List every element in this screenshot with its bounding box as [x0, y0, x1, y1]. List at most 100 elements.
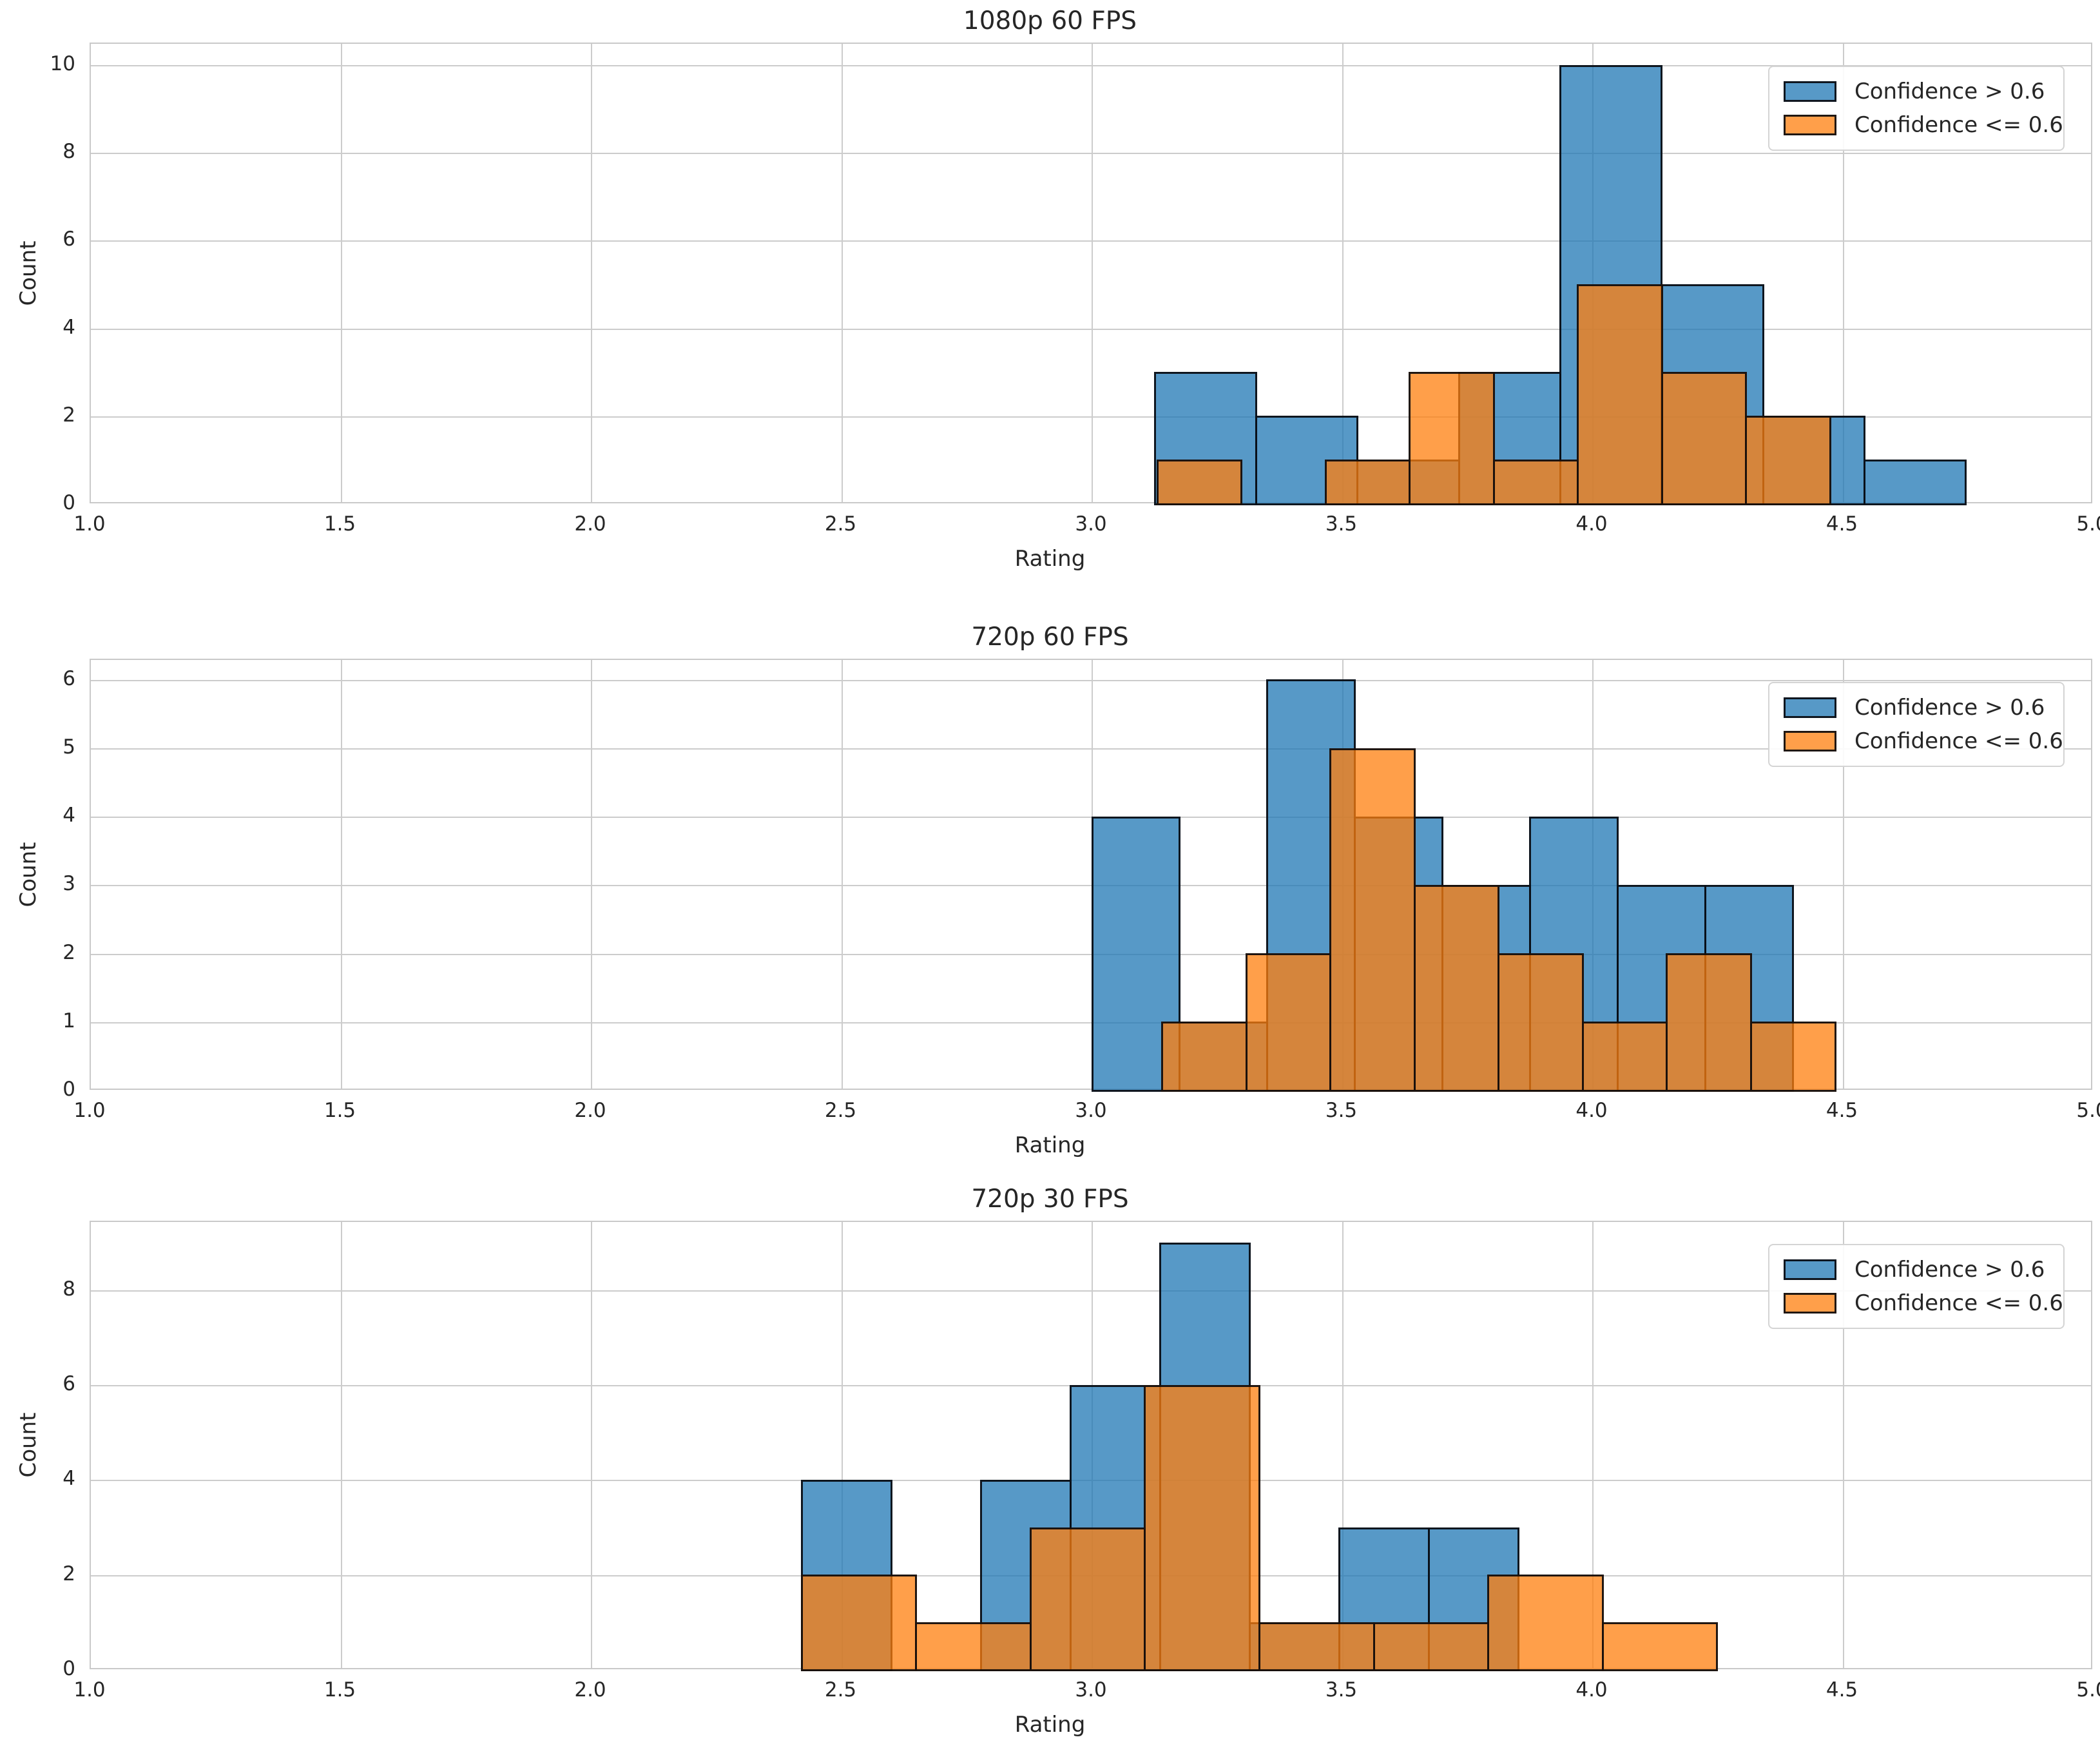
- y-axis-label: Count: [15, 240, 41, 305]
- histogram-bar-confidence-gt-0.6: [980, 1479, 1072, 1672]
- chart-title: 720p 60 FPS: [971, 623, 1129, 652]
- histogram-bar-confidence-gt-0.6: [1255, 416, 1359, 506]
- x-tick-label: 3.0: [1075, 1099, 1107, 1122]
- x-gridline: [340, 44, 342, 502]
- legend-swatch-orange: [1784, 1293, 1836, 1314]
- y-tick-label: 2: [63, 403, 75, 427]
- x-tick-label: 2.5: [824, 512, 857, 536]
- x-tick-label: 1.0: [73, 1099, 106, 1122]
- x-tick-label: 3.5: [1325, 512, 1358, 536]
- histogram-bar-confidence-le-0.6: [1581, 1022, 1668, 1092]
- x-tick-label: 3.0: [1075, 512, 1107, 536]
- histogram-bar-confidence-le-0.6: [1245, 953, 1332, 1092]
- plot-area: [90, 659, 2092, 1092]
- x-tick-label: 3.5: [1325, 1678, 1358, 1702]
- histogram-bar-confidence-le-0.6: [1661, 372, 1748, 506]
- y-gridline: [91, 953, 2091, 955]
- legend-item: Confidence <= 0.6: [1769, 724, 2063, 758]
- x-tick-label: 5.0: [2076, 1099, 2100, 1122]
- legend-item-label: Confidence > 0.6: [1854, 695, 2045, 721]
- histogram-bar-confidence-le-0.6: [1029, 1527, 1146, 1672]
- x-gridline: [1342, 44, 1344, 502]
- histogram-bar-confidence-gt-0.6: [1338, 1527, 1431, 1672]
- histogram-bar-confidence-le-0.6: [1577, 284, 1663, 506]
- x-gridline: [591, 1222, 592, 1668]
- x-gridline: [1842, 44, 1844, 502]
- histogram-bar-confidence-le-0.6: [1666, 953, 1753, 1092]
- histogram-bar-confidence-gt-0.6: [1704, 884, 1795, 1092]
- histogram-bar-confidence-le-0.6: [1144, 1384, 1260, 1672]
- x-tick-label: 4.0: [1575, 1678, 1608, 1702]
- y-axis-label: Count: [15, 1412, 41, 1478]
- histogram-bar-confidence-gt-0.6: [1529, 816, 1619, 1092]
- x-axis-label: Rating: [1014, 1132, 1086, 1158]
- histogram-bar-confidence-le-0.6: [1329, 748, 1416, 1092]
- histogram-bar-confidence-gt-0.6: [1458, 372, 1561, 506]
- y-tick-label: 6: [63, 228, 75, 251]
- plot-area: [90, 1221, 2092, 1672]
- histogram-bar-confidence-gt-0.6: [1249, 1622, 1341, 1672]
- histogram-bar-confidence-gt-0.6: [800, 1479, 892, 1672]
- histogram-bar-confidence-gt-0.6: [1179, 1022, 1269, 1092]
- y-tick-label: 1: [63, 1009, 75, 1033]
- histogram-bar-confidence-le-0.6: [1492, 460, 1579, 506]
- y-tick-label: 3: [63, 872, 75, 896]
- y-tick-label: 5: [63, 735, 75, 759]
- x-tick-label: 4.0: [1575, 512, 1608, 536]
- x-gridline: [1092, 1222, 1093, 1668]
- chart-title: 720p 30 FPS: [971, 1185, 1129, 1214]
- x-gridline: [1842, 1222, 1844, 1668]
- legend-swatch-blue: [1784, 81, 1836, 102]
- y-tick-label: 2: [63, 1562, 75, 1585]
- legend: Confidence > 0.6 Confidence <= 0.6: [1768, 1244, 2065, 1329]
- x-gridline: [1592, 1222, 1594, 1668]
- x-gridline: [1092, 660, 1093, 1089]
- histogram-bar-confidence-gt-0.6: [1762, 416, 1865, 506]
- x-tick-label: 2.0: [574, 1678, 606, 1702]
- legend-item-label: Confidence <= 0.6: [1854, 112, 2063, 138]
- legend-item-label: Confidence <= 0.6: [1854, 1290, 2063, 1316]
- x-gridline: [841, 44, 843, 502]
- y-gridline: [91, 885, 2091, 887]
- x-tick-label: 2.5: [824, 1099, 857, 1122]
- x-gridline: [1342, 1222, 1344, 1668]
- x-tick-label: 3.0: [1075, 1678, 1107, 1702]
- y-tick-label: 4: [63, 1467, 75, 1491]
- x-tick-label: 1.5: [323, 1678, 356, 1702]
- x-tick-label: 4.5: [1825, 1099, 1858, 1122]
- histogram-bar-confidence-gt-0.6: [1559, 64, 1663, 506]
- legend: Confidence > 0.6 Confidence <= 0.6: [1768, 682, 2065, 767]
- y-tick-label: 0: [63, 1078, 75, 1101]
- y-gridline: [91, 328, 2091, 330]
- x-gridline: [841, 1222, 843, 1668]
- y-gridline: [91, 748, 2091, 750]
- legend-item: Confidence > 0.6: [1769, 691, 2063, 724]
- histogram-bar-confidence-gt-0.6: [1159, 1242, 1251, 1672]
- y-gridline: [91, 817, 2091, 819]
- histogram-bar-confidence-le-0.6: [1258, 1622, 1375, 1672]
- x-tick-label: 3.5: [1325, 1099, 1358, 1122]
- y-gridline: [91, 1385, 2091, 1387]
- histogram-bar-confidence-le-0.6: [1413, 884, 1500, 1092]
- y-gridline: [91, 65, 2091, 67]
- histogram-bar-confidence-gt-0.6: [1864, 460, 1967, 506]
- y-tick-label: 2: [63, 940, 75, 964]
- histogram-bar-confidence-gt-0.6: [1070, 1384, 1162, 1672]
- y-tick-label: 4: [63, 804, 75, 828]
- histogram-bar-confidence-le-0.6: [1156, 460, 1243, 506]
- histogram-bar-confidence-gt-0.6: [1617, 884, 1707, 1092]
- y-gridline: [91, 240, 2091, 242]
- histogram-bar-confidence-gt-0.6: [1441, 884, 1532, 1092]
- histogram-bar-confidence-le-0.6: [1745, 416, 1831, 506]
- x-tick-label: 2.0: [574, 1099, 606, 1122]
- histogram-bar-confidence-le-0.6: [1324, 460, 1411, 506]
- x-gridline: [340, 660, 342, 1089]
- y-tick-label: 0: [63, 491, 75, 514]
- histogram-bar-confidence-le-0.6: [800, 1575, 918, 1672]
- legend-item: Confidence > 0.6: [1769, 75, 2063, 108]
- y-gridline: [91, 416, 2091, 418]
- histogram-bar-confidence-gt-0.6: [1266, 679, 1356, 1092]
